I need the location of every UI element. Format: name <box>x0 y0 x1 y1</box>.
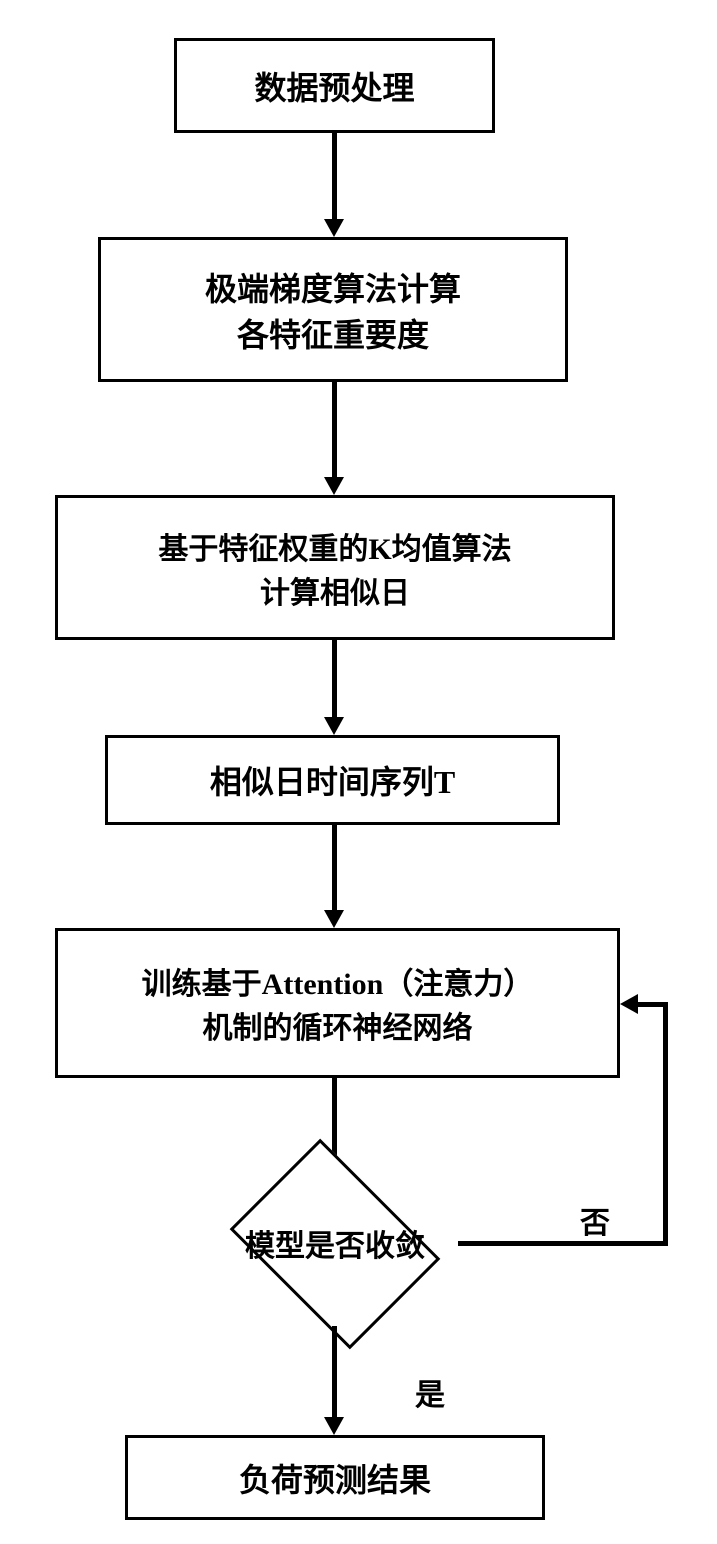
arrow-7-h1 <box>458 1241 668 1246</box>
decision-text-container: 模型是否收敛 <box>195 1218 475 1268</box>
box3-line2: 计算相似日 <box>260 568 410 612</box>
arrow-7-head <box>620 994 638 1014</box>
arrow-1-head <box>324 219 344 237</box>
box3-line1: 基于特征权重的K均值算法 <box>158 524 511 568</box>
no-text: 否 <box>580 1207 610 1240</box>
label-no: 否 <box>580 1198 610 1242</box>
arrow-7-h2 <box>636 1002 668 1007</box>
box5-line2: 机制的循环神经网络 <box>203 1003 473 1047</box>
box2-line1: 极端梯度算法计算 <box>205 264 461 310</box>
arrow-6-head <box>324 1417 344 1435</box>
process-box-preprocessing: 数据预处理 <box>174 38 495 133</box>
arrow-1-line <box>332 133 337 221</box>
arrow-2-line <box>332 382 337 478</box>
box1-text: 数据预处理 <box>254 63 414 109</box>
arrow-4-line <box>332 825 337 911</box>
arrow-3-head <box>324 717 344 735</box>
process-box-gradient: 极端梯度算法计算 各特征重要度 <box>98 237 568 382</box>
process-box-timeseries: 相似日时间序列T <box>105 735 560 825</box>
process-box-kmeans: 基于特征权重的K均值算法 计算相似日 <box>55 495 615 640</box>
arrow-4-head <box>324 910 344 928</box>
decision-text: 模型是否收敛 <box>245 1221 425 1265</box>
box4-text: 相似日时间序列T <box>210 757 455 803</box>
arrow-6-line <box>332 1326 337 1418</box>
process-box-attention-rnn: 训练基于Attention（注意力） 机制的循环神经网络 <box>55 928 620 1078</box>
box6-text: 负荷预测结果 <box>239 1455 431 1501</box>
process-box-result: 负荷预测结果 <box>125 1435 545 1520</box>
box5-line1: 训练基于Attention（注意力） <box>142 959 534 1003</box>
arrow-3-line <box>332 640 337 718</box>
box2-line2: 各特征重要度 <box>237 310 429 356</box>
label-yes: 是 <box>415 1370 445 1414</box>
arrow-2-head <box>324 477 344 495</box>
arrow-7-v <box>663 1002 668 1246</box>
yes-text: 是 <box>415 1379 445 1412</box>
